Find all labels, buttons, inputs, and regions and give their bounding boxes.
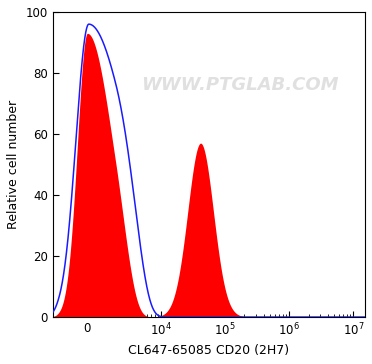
X-axis label: CL647-65085 CD20 (2H7): CL647-65085 CD20 (2H7) — [128, 344, 289, 357]
Y-axis label: Relative cell number: Relative cell number — [7, 100, 20, 229]
Text: WWW.PTGLAB.COM: WWW.PTGLAB.COM — [141, 76, 339, 94]
